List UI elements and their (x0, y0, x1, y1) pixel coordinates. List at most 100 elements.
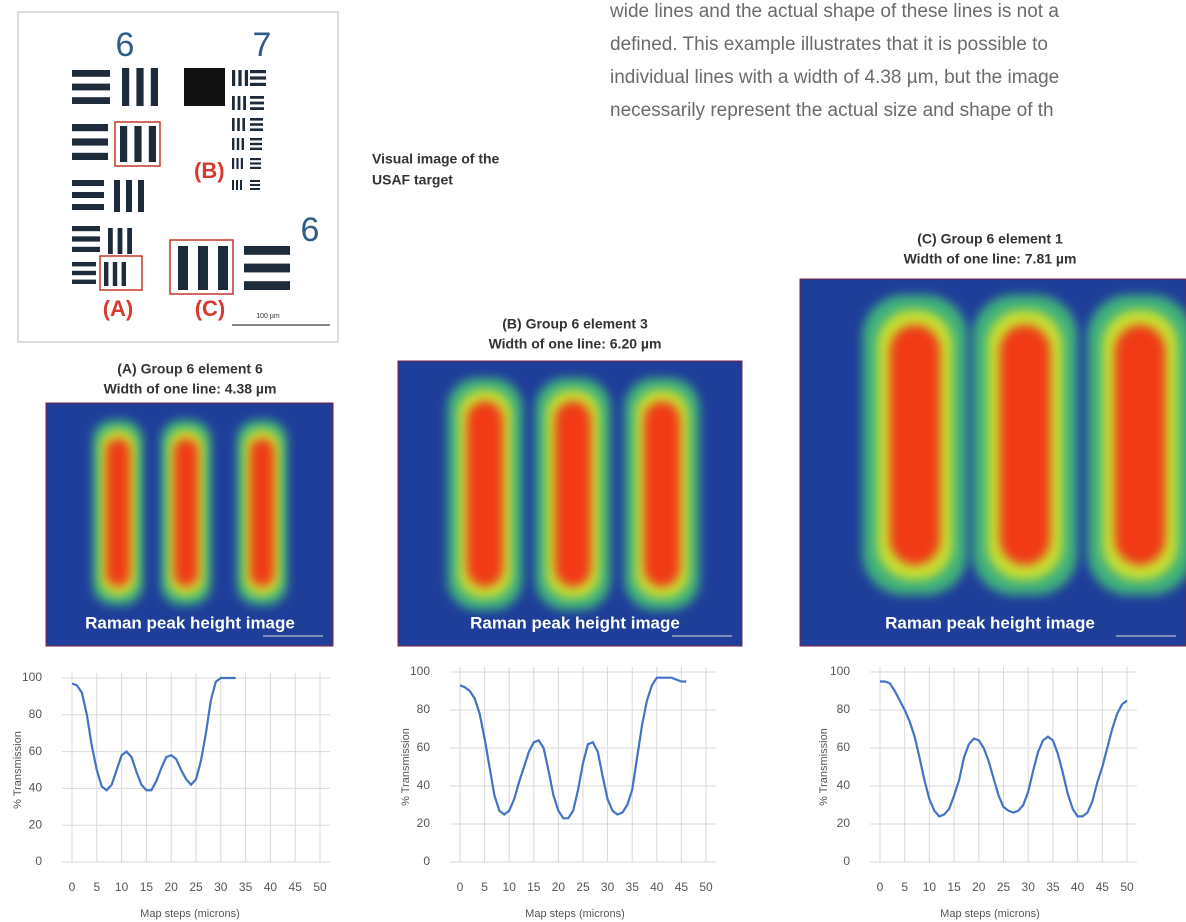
target-bar (122, 68, 129, 106)
x-tick-label: 15 (527, 880, 541, 894)
y-tick-label: 0 (843, 854, 850, 868)
target-bar (250, 162, 261, 164)
panel-title: (B) Group 6 element 3 (502, 316, 648, 332)
target-bar (72, 138, 108, 145)
x-tick-label: 45 (1096, 880, 1110, 894)
x-tick-label: 50 (699, 880, 713, 894)
x-tick-label: 5 (901, 880, 908, 894)
y-tick-label: 60 (837, 740, 851, 754)
heat-zone (555, 401, 591, 587)
target-bar (127, 228, 132, 254)
target-bar (232, 158, 234, 169)
page: wide lines and the actual shape of these… (0, 0, 1186, 922)
target-bar (236, 158, 238, 169)
target-bar (238, 70, 241, 86)
y-tick-label: 20 (417, 816, 431, 830)
target-bar (72, 192, 104, 198)
x-tick-label: 45 (675, 880, 689, 894)
target-label: (A) (103, 296, 134, 321)
scale-label: 100 µm (256, 313, 280, 320)
y-tick-label: 80 (417, 702, 431, 716)
x-tick-label: 40 (1071, 880, 1085, 894)
group-number: 6 (301, 211, 320, 249)
x-tick-label: 45 (289, 880, 303, 894)
y-axis-label: % Transmission (818, 728, 830, 806)
heat-zone (106, 439, 130, 587)
x-tick-label: 0 (457, 880, 464, 894)
panel-label: Raman peak height image (85, 613, 295, 632)
target-bar (72, 124, 108, 131)
paragraph-line: individual lines with a width of 4.38 µm… (610, 67, 1059, 88)
target-bar (250, 83, 266, 86)
heat-zone (1115, 325, 1165, 565)
x-tick-label: 25 (189, 880, 203, 894)
target-bar (250, 107, 264, 110)
target-bar (232, 138, 234, 150)
target-bar (72, 236, 100, 241)
panel-label: Raman peak height image (885, 613, 1095, 632)
target-bar (151, 68, 158, 106)
y-tick-label: 20 (837, 816, 851, 830)
x-tick-label: 0 (877, 880, 884, 894)
heat-zone (644, 401, 680, 587)
target-bar (72, 153, 108, 160)
target-bar (232, 118, 235, 131)
x-tick-label: 30 (214, 880, 228, 894)
x-tick-label: 10 (115, 880, 129, 894)
heatmap-stripes (93, 420, 287, 605)
target-bar (149, 126, 156, 162)
y-tick-label: 40 (837, 778, 851, 792)
x-tick-label: 10 (923, 880, 937, 894)
y-tick-label: 60 (417, 740, 431, 754)
panel-title: Width of one line: 6.20 µm (489, 336, 662, 352)
target-bar (240, 180, 242, 190)
y-tick-label: 40 (417, 778, 431, 792)
target-bar (114, 180, 120, 212)
y-tick-label: 40 (29, 781, 43, 795)
target-bar (243, 96, 246, 110)
target-bar (237, 118, 240, 131)
x-tick-label: 20 (972, 880, 986, 894)
x-tick-label: 25 (997, 880, 1011, 894)
target-bar (244, 281, 290, 290)
y-tick-label: 20 (29, 817, 43, 831)
target-bar (72, 247, 100, 252)
x-tick-label: 15 (140, 880, 154, 894)
target-caption: USAF target (372, 172, 453, 188)
paragraph: wide lines and the actual shape of these… (609, 1, 1059, 121)
target-bar (120, 126, 127, 162)
target-bar (250, 184, 260, 186)
target-bar (198, 246, 208, 290)
target-bar (232, 70, 235, 86)
paragraph-line: defined. This example illustrates that i… (610, 34, 1048, 55)
target-bar (242, 138, 244, 150)
target-bar (108, 228, 113, 254)
x-tick-label: 30 (1022, 880, 1036, 894)
paragraph-line: wide lines and the actual shape of these… (609, 1, 1059, 22)
x-tick-label: 40 (264, 880, 278, 894)
target-bar (250, 167, 261, 169)
x-tick-label: 0 (69, 880, 76, 894)
target-bar (250, 158, 261, 160)
target-bar (250, 188, 260, 190)
target-bar (72, 226, 100, 231)
heat-zone (174, 439, 198, 587)
y-tick-label: 100 (22, 670, 42, 684)
target-bar (136, 68, 143, 106)
y-tick-label: 0 (35, 854, 42, 868)
y-tick-label: 0 (423, 854, 430, 868)
target-bar (245, 70, 248, 86)
target-bar (104, 262, 108, 286)
target-bar (250, 180, 260, 182)
x-tick-label: 10 (503, 880, 517, 894)
target-bar (250, 128, 263, 131)
panel-title: (A) Group 6 element 6 (117, 361, 263, 377)
x-tick-label: 5 (481, 880, 488, 894)
target-bar (250, 143, 262, 145)
heat-zone (1000, 325, 1050, 565)
target-bar (250, 76, 266, 79)
target-label: (B) (194, 158, 225, 183)
target-square (184, 68, 225, 106)
paragraph-line: necessarily represent the actual size an… (610, 100, 1054, 121)
panel-title: Width of one line: 4.38 µm (104, 381, 277, 397)
